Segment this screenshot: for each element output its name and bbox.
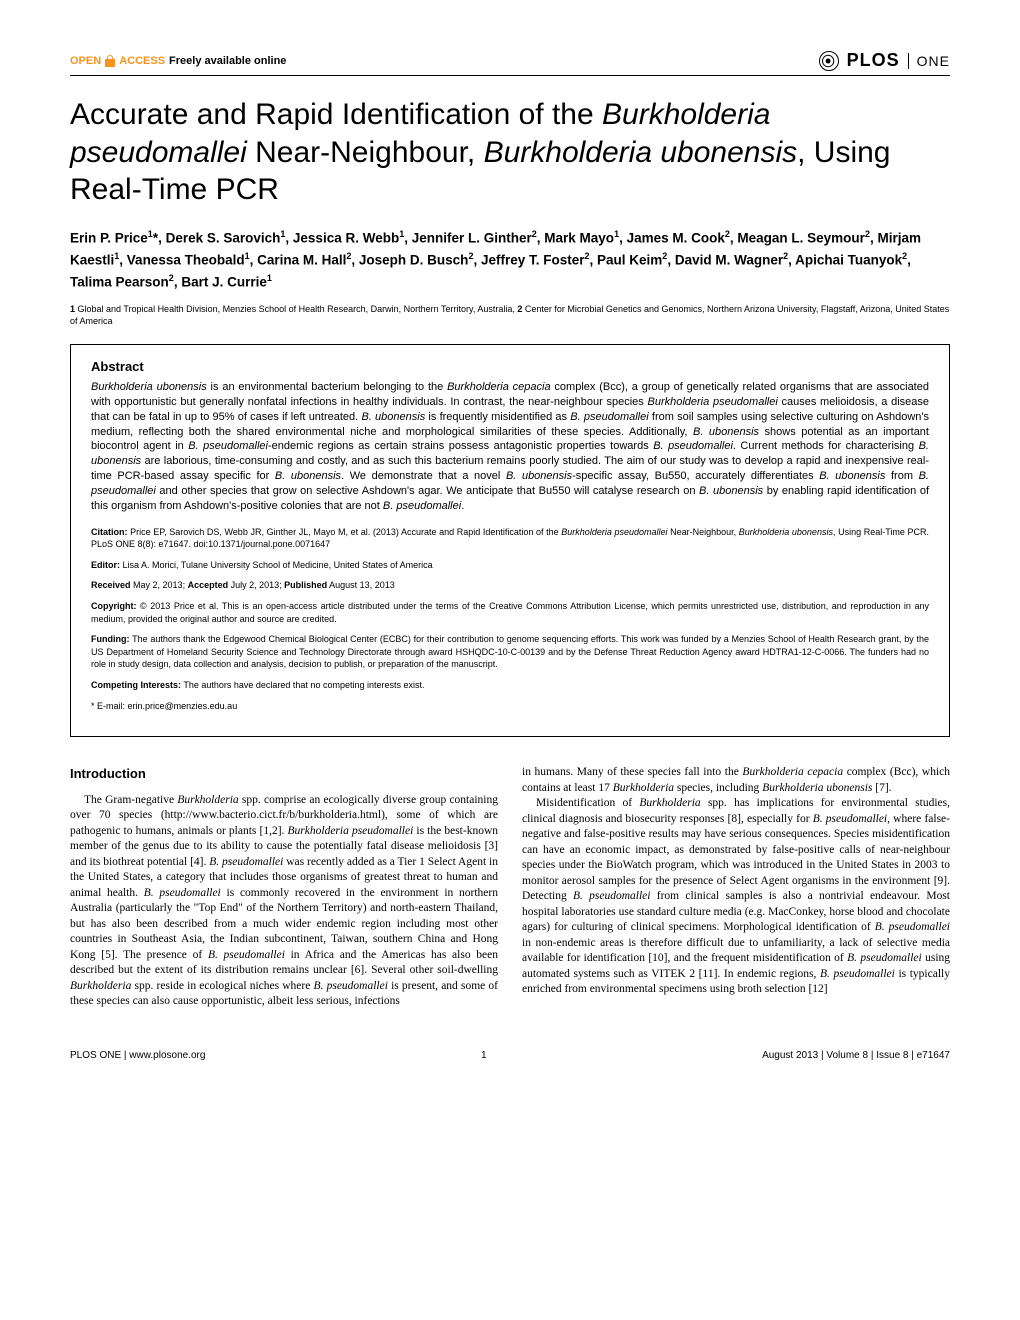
abstract-text: Burkholderia ubonensis is an environment… — [91, 380, 929, 514]
page-footer: PLOS ONE | www.plosone.org 1 August 2013… — [70, 1050, 950, 1061]
access-label: ACCESS — [119, 55, 165, 67]
footer-page-number: 1 — [481, 1050, 487, 1061]
introduction-heading: Introduction — [70, 765, 498, 783]
open-access-badge: OPEN ACCESS Freely available online — [70, 55, 286, 67]
plos-text: PLOS — [847, 50, 900, 71]
open-label: OPEN — [70, 55, 101, 67]
funding: Funding: The authors thank the Edgewood … — [91, 633, 929, 671]
lock-icon — [105, 55, 115, 67]
intro-para-2: in humans. Many of these species fall in… — [522, 765, 950, 796]
affiliations: 1 Global and Tropical Health Division, M… — [70, 303, 950, 328]
citation: Citation: Price EP, Sarovich DS, Webb JR… — [91, 526, 929, 551]
page-header: OPEN ACCESS Freely available online ⦿ PL… — [70, 50, 950, 76]
intro-para-3: Misidentification of Burkholderia spp. h… — [522, 796, 950, 998]
plos-logo: ⦿ PLOS ONE — [819, 50, 950, 71]
intro-para-1: The Gram-negative Burkholderia spp. comp… — [70, 793, 498, 1010]
freely-label: Freely available online — [169, 55, 286, 67]
competing-interests: Competing Interests: The authors have de… — [91, 679, 929, 692]
one-text: ONE — [908, 53, 950, 69]
footer-right: August 2013 | Volume 8 | Issue 8 | e7164… — [762, 1050, 950, 1061]
abstract-box: Abstract Burkholderia ubonensis is an en… — [70, 344, 950, 737]
right-column: in humans. Many of these species fall in… — [522, 765, 950, 1010]
corresponding-email: * E-mail: erin.price@menzies.edu.au — [91, 700, 929, 713]
abstract-heading: Abstract — [91, 359, 929, 374]
editor: Editor: Lisa A. Morici, Tulane Universit… — [91, 559, 929, 572]
body-columns: Introduction The Gram-negative Burkholde… — [70, 765, 950, 1010]
dates: Received May 2, 2013; Accepted July 2, 2… — [91, 579, 929, 592]
article-title: Accurate and Rapid Identification of the… — [70, 96, 950, 209]
author-list: Erin P. Price1*, Derek S. Sarovich1, Jes… — [70, 227, 950, 293]
plos-mark-icon: ⦿ — [819, 51, 839, 71]
footer-left: PLOS ONE | www.plosone.org — [70, 1050, 205, 1061]
copyright: Copyright: © 2013 Price et al. This is a… — [91, 600, 929, 625]
left-column: Introduction The Gram-negative Burkholde… — [70, 765, 498, 1010]
